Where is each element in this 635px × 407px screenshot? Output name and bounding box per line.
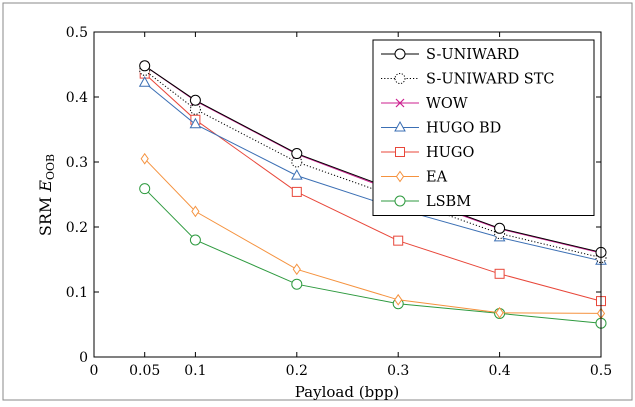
x-tick-label: 0.3 [387, 363, 409, 379]
series-line [144, 70, 602, 259]
legend-label: WOW [426, 96, 468, 112]
circle-marker [139, 60, 151, 72]
dotted-circle-marker [394, 73, 406, 84]
legend-item: HUGO [381, 145, 474, 161]
circle-marker [189, 94, 201, 106]
diamond-marker [395, 170, 405, 183]
series-line [144, 73, 602, 302]
diamond-marker [140, 152, 149, 165]
diamond-marker [292, 263, 301, 276]
circle-marker [189, 234, 201, 246]
circle-marker [394, 48, 406, 60]
circle-marker [291, 148, 303, 160]
legend: S-UNIWARD S-UNIWARD STC WOW HUGO BD HUGO EA LS… [372, 39, 595, 216]
square-marker [291, 186, 302, 197]
legend-item: EA [381, 170, 448, 186]
circle-marker [394, 195, 406, 207]
triangle-marker [290, 169, 303, 180]
legend-label: S-UNIWARD STC [426, 72, 555, 88]
y-axis-label: SRM EOOB [36, 154, 57, 236]
y-tick-label: 0.5 [66, 25, 88, 41]
dotted-circle-marker [189, 103, 201, 115]
y-tick-label: 0.3 [66, 155, 88, 171]
series-line [144, 65, 602, 253]
diamond-marker [394, 293, 403, 306]
series-line [144, 158, 602, 314]
legend-label: EA [426, 170, 448, 186]
legend-label: HUGO BD [426, 121, 501, 137]
legend-label: S-UNIWARD [426, 47, 519, 63]
square-marker [393, 235, 404, 246]
y-tick-label: 0.4 [66, 90, 88, 106]
square-marker [395, 147, 405, 157]
legend-item: LSBM [381, 194, 471, 210]
x-tick-label: 0.2 [286, 363, 308, 379]
x-tick-label: 0.1 [184, 363, 206, 379]
diamond-marker [495, 306, 504, 319]
x-tick-label: 0.4 [488, 363, 510, 379]
x-tick-label: 0.5 [590, 363, 612, 379]
cross-marker [395, 98, 405, 108]
legend-item: S-UNIWARD [381, 47, 519, 63]
triangle-marker [189, 117, 202, 129]
circle-marker [291, 278, 303, 290]
triangle-marker [394, 120, 406, 132]
diamond-marker [191, 205, 200, 218]
y-tick-label: 0.2 [66, 220, 88, 236]
y-tick-label: 0 [79, 350, 88, 366]
legend-label: LSBM [426, 194, 471, 210]
series-line [144, 82, 602, 262]
y-tick-label: 0.1 [66, 285, 88, 301]
legend-item: WOW [381, 96, 468, 112]
circle-marker [494, 222, 506, 234]
triangle-marker [138, 76, 151, 87]
x-tick-label: 0 [90, 363, 99, 379]
circle-marker [139, 183, 151, 195]
legend-item: HUGO BD [381, 121, 501, 137]
x-tick-label: 0.05 [129, 363, 160, 379]
series-line [144, 188, 602, 324]
axes-layer: 0 0.05 0.1 0.2 0.3 0.4 0.5 0 0.1 0.2 0.3 0.4 0.5 [66, 25, 612, 379]
square-marker [494, 268, 505, 279]
x-axis-label: Payload (bpp) [295, 383, 400, 401]
legend-label: HUGO [426, 145, 474, 161]
legend-item: S-UNIWARD STC [381, 72, 555, 88]
plot-frame [93, 31, 602, 358]
